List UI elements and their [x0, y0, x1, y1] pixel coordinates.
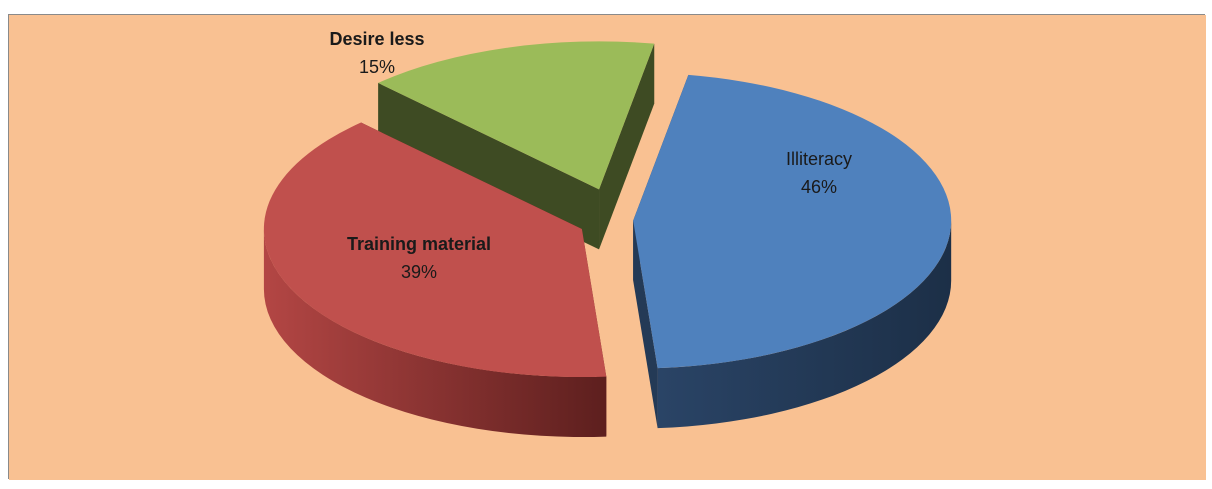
slice-label-percent: 46%: [801, 177, 837, 197]
slice-cut-face: [633, 220, 658, 429]
pie-slice-illiteracy: [633, 74, 952, 429]
slice-side-wall: [263, 229, 607, 438]
slice-cut-face: [599, 43, 655, 250]
slice-label-name: Desire less: [329, 29, 424, 49]
slice-label-percent: 39%: [401, 262, 437, 282]
slice-top-face: [263, 122, 607, 378]
slice-top-face: [633, 74, 952, 369]
slice-label-percent: 15%: [359, 57, 395, 77]
pie-slice-desire-less: [378, 41, 655, 250]
slice-cut-face: [378, 82, 600, 250]
slice-side-wall: [657, 220, 952, 429]
pie-slice-training-material: [263, 122, 607, 438]
chart-area: Illiteracy 46% Training material 39% Desire …: [8, 14, 1206, 480]
slice-label-name: Training material: [347, 234, 491, 254]
slice-label-name: Illiteracy: [786, 149, 852, 169]
pie-chart: Illiteracy 46% Training material 39% Desire …: [9, 15, 1206, 480]
slice-top-face: [378, 41, 655, 190]
